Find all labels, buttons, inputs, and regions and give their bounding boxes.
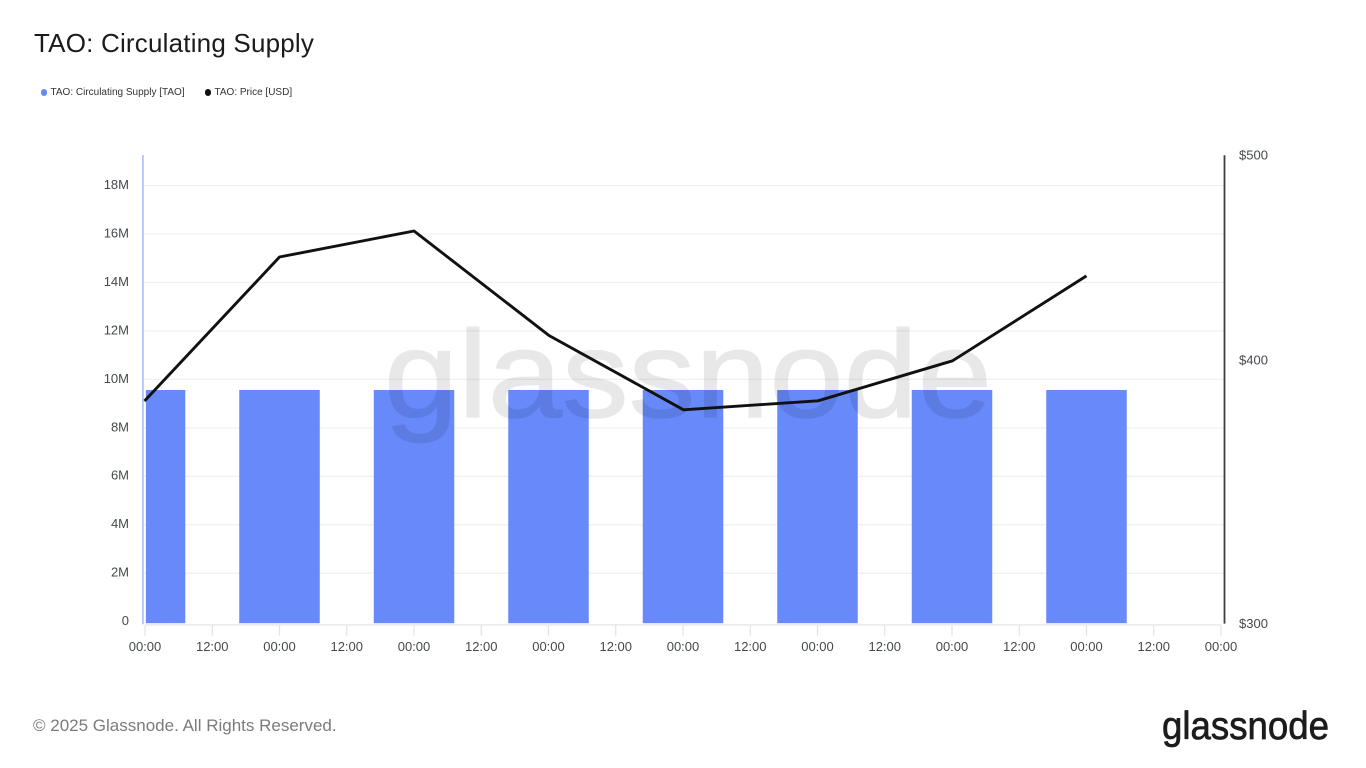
svg-text:00:00: 00:00 — [667, 639, 700, 654]
svg-text:00:00: 00:00 — [1205, 639, 1238, 654]
svg-text:12:00: 12:00 — [868, 639, 901, 654]
svg-text:12:00: 12:00 — [465, 639, 498, 654]
svg-text:12:00: 12:00 — [1003, 639, 1036, 654]
svg-text:16M: 16M — [104, 226, 129, 241]
svg-text:$400: $400 — [1239, 353, 1268, 368]
svg-text:8M: 8M — [111, 419, 129, 434]
svg-text:2M: 2M — [111, 565, 129, 580]
svg-text:glassnode: glassnode — [1162, 705, 1329, 748]
svg-text:4M: 4M — [111, 516, 129, 531]
svg-text:0: 0 — [122, 613, 129, 628]
svg-text:18M: 18M — [104, 177, 129, 192]
svg-text:00:00: 00:00 — [398, 639, 431, 654]
svg-text:$500: $500 — [1239, 147, 1268, 162]
svg-text:00:00: 00:00 — [263, 639, 296, 654]
svg-text:00:00: 00:00 — [532, 639, 565, 654]
svg-text:14M: 14M — [104, 274, 129, 289]
svg-text:00:00: 00:00 — [129, 639, 162, 654]
svg-text:12:00: 12:00 — [734, 639, 767, 654]
svg-text:12:00: 12:00 — [330, 639, 363, 654]
svg-text:00:00: 00:00 — [936, 639, 969, 654]
svg-text:6M: 6M — [111, 468, 129, 483]
svg-text:12:00: 12:00 — [196, 639, 229, 654]
svg-text:10M: 10M — [104, 371, 129, 386]
svg-text:glassnode: glassnode — [384, 306, 992, 444]
svg-text:12:00: 12:00 — [599, 639, 632, 654]
svg-text:$300: $300 — [1239, 616, 1268, 631]
svg-text:00:00: 00:00 — [801, 639, 834, 654]
svg-text:00:00: 00:00 — [1070, 639, 1103, 654]
svg-text:12M: 12M — [104, 322, 129, 337]
svg-text:12:00: 12:00 — [1137, 639, 1170, 654]
